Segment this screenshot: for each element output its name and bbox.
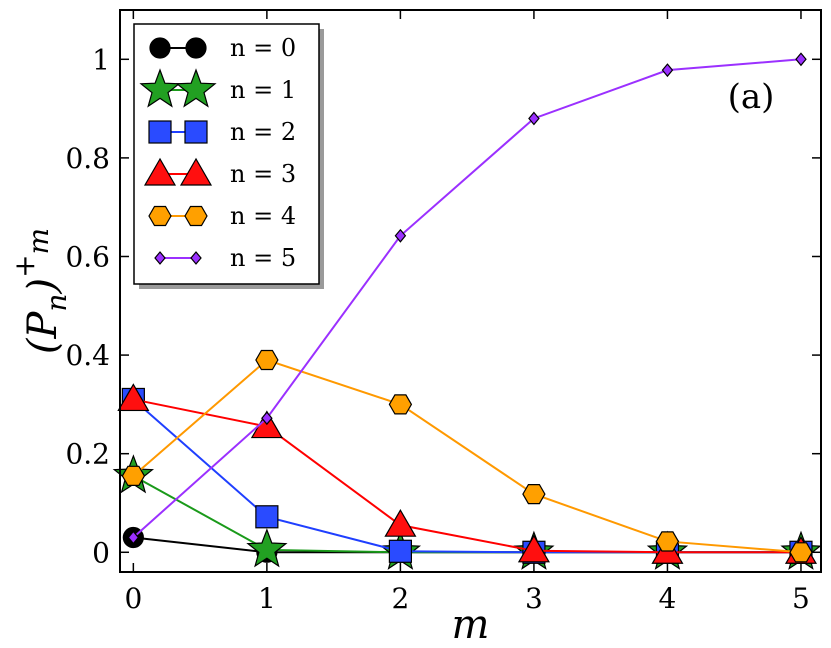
legend-marker — [148, 120, 172, 144]
data-point — [517, 534, 550, 563]
y-axis-label-part: (P — [20, 311, 66, 355]
legend-marker — [179, 157, 213, 186]
x-axis-label: m — [452, 602, 490, 648]
legend-entry: n = 0 — [149, 34, 296, 62]
x-tick-label: 1 — [258, 582, 276, 615]
series-line — [133, 398, 801, 554]
x-tick-label: 5 — [792, 582, 810, 615]
legend-marker — [190, 251, 202, 265]
legend-label: n = 1 — [230, 76, 296, 104]
legend-marker — [148, 205, 172, 227]
y-axis-label-part: + — [8, 254, 41, 277]
legend-marker — [184, 120, 208, 144]
y-axis-label-part: n — [40, 294, 73, 312]
data-point — [655, 531, 680, 552]
data-point — [789, 542, 813, 563]
data-point — [528, 111, 540, 126]
data-point — [388, 394, 413, 415]
legend-box — [133, 23, 320, 285]
data-point — [384, 508, 417, 537]
series-3 — [117, 383, 818, 564]
y-tick-label: 0.4 — [65, 339, 110, 372]
series-line — [132, 358, 802, 554]
series-layer — [112, 52, 822, 570]
legend-entry: n = 3 — [143, 157, 296, 188]
legend: n = 0 n = 1 n = 2 n = 3 n = 4 n = 5 — [133, 23, 324, 289]
data-point — [255, 349, 279, 371]
legend-entry: n = 2 — [148, 118, 296, 146]
y-tick-label: 0 — [92, 536, 110, 569]
data-point — [388, 539, 412, 563]
series-4 — [121, 349, 813, 563]
axes-frame — [119, 9, 822, 573]
x-tick-label: 3 — [525, 582, 543, 615]
y-tick-label: 1 — [92, 43, 110, 76]
series-5 — [127, 52, 807, 545]
legend-label: n = 3 — [230, 160, 296, 188]
legend-label: n = 5 — [230, 244, 296, 272]
data-point — [795, 52, 807, 67]
data-point — [255, 505, 279, 529]
y-axis-label-part: m — [22, 228, 55, 255]
legend-label: n = 2 — [230, 118, 296, 146]
legend-entry: n = 1 — [139, 68, 296, 108]
series-line — [132, 58, 802, 539]
panel-label: (a) — [728, 77, 775, 117]
x-tick-label: 4 — [659, 582, 677, 615]
y-tick-label: 0.8 — [65, 142, 110, 175]
legend-marker — [149, 37, 171, 59]
y-axis-label: (Pn)+m — [8, 228, 73, 354]
data-point — [246, 528, 288, 568]
legend-marker — [154, 251, 166, 265]
x-tick-label: 2 — [391, 582, 409, 615]
legend-entry: n = 4 — [148, 202, 296, 230]
y-axis-label-part: ) — [20, 278, 66, 295]
data-point — [261, 411, 273, 426]
legend-marker — [184, 205, 208, 227]
y-tick-label: 0.2 — [65, 438, 110, 471]
legend-entry: n = 5 — [154, 244, 296, 272]
legend-marker — [139, 68, 181, 108]
data-point — [661, 63, 674, 78]
legend-label: n = 4 — [230, 202, 296, 230]
data-point — [117, 383, 150, 412]
data-point — [121, 465, 146, 486]
data-point — [394, 228, 407, 243]
x-tick-label: 0 — [124, 582, 142, 615]
legend-label: n = 0 — [230, 34, 296, 62]
y-tick-label: 0.6 — [65, 240, 110, 273]
legend-marker — [185, 37, 207, 59]
series-line — [132, 398, 801, 554]
data-point — [522, 484, 546, 505]
legend-marker — [143, 157, 177, 186]
legend-marker — [175, 68, 217, 108]
ticks-layer: 0 1 2 3 4 5 0 0.2 0.4 0.6 0.8 1 — [65, 10, 821, 615]
data-point — [127, 530, 140, 545]
